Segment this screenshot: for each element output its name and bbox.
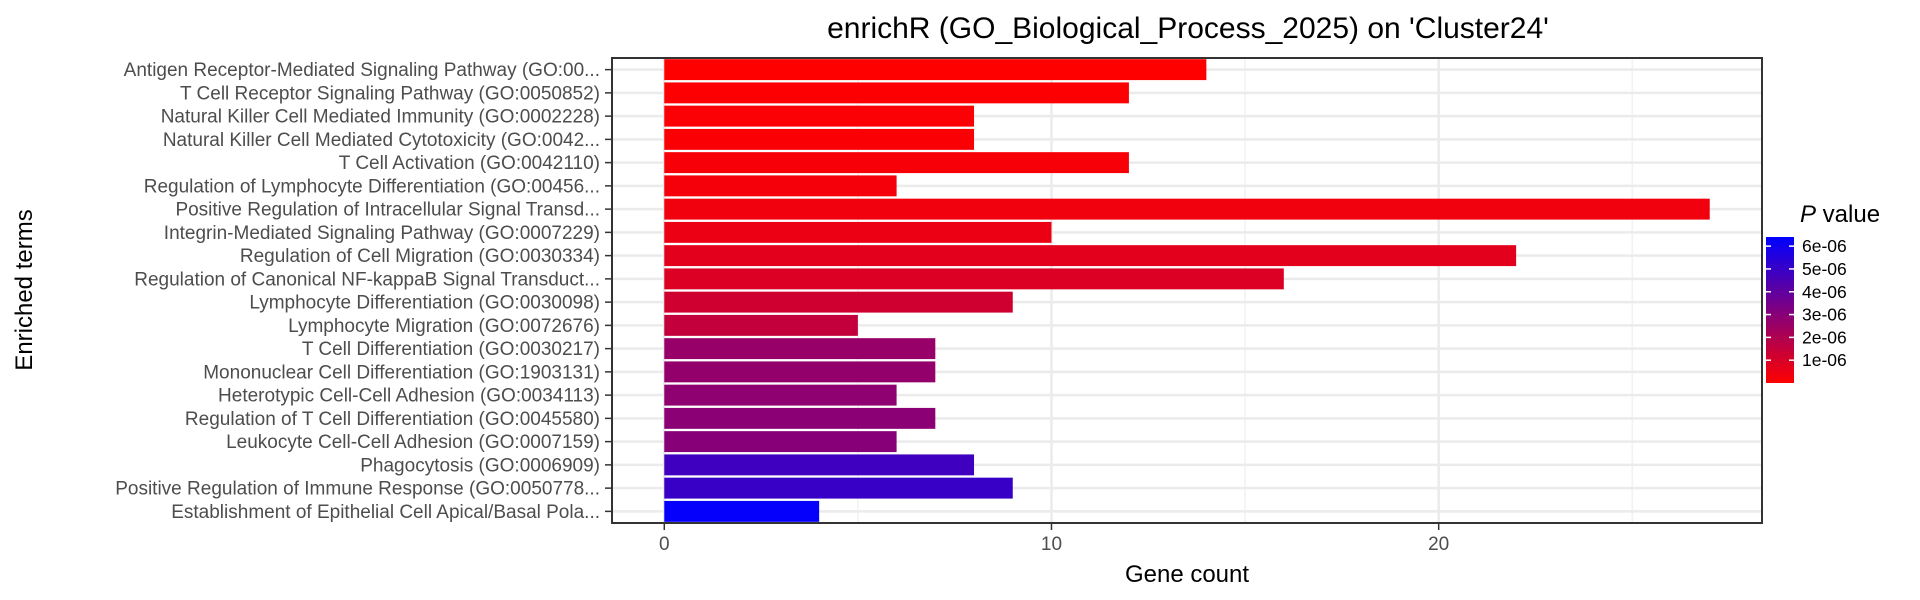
y-tick-label: Antigen Receptor-Mediated Signaling Path… xyxy=(124,60,600,81)
y-tick-labels: Antigen Receptor-Mediated Signaling Path… xyxy=(115,60,612,523)
legend-title: P value xyxy=(1800,201,1880,228)
y-axis-title: Enriched terms xyxy=(11,209,38,370)
bar xyxy=(664,291,1013,313)
bar xyxy=(664,338,936,360)
legend-tick-label: 4e-06 xyxy=(1802,282,1847,302)
bar xyxy=(664,407,936,429)
bar xyxy=(664,198,1710,220)
y-tick-label: Leukocyte Cell-Cell Adhesion (GO:0007159… xyxy=(226,432,600,453)
legend-colorbar xyxy=(1766,237,1794,383)
bar xyxy=(664,175,897,197)
bar xyxy=(664,477,1013,499)
legend-title-p: P xyxy=(1800,201,1816,228)
y-tick-label: Integrin-Mediated Signaling Pathway (GO:… xyxy=(164,223,600,244)
x-axis-title: Gene count xyxy=(1125,561,1249,588)
y-tick-label: Regulation of Cell Migration (GO:0030334… xyxy=(240,246,600,267)
x-tick-label: 0 xyxy=(659,534,670,555)
y-tick-label: Regulation of Lymphocyte Differentiation… xyxy=(144,176,600,197)
bar xyxy=(664,152,1129,174)
y-tick-label: Regulation of Canonical NF-kappaB Signal… xyxy=(134,269,600,290)
bar xyxy=(664,245,1517,267)
y-tick-label: Heterotypic Cell-Cell Adhesion (GO:00341… xyxy=(218,386,600,407)
y-tick-label: Phagocytosis (GO:0006909) xyxy=(360,455,600,476)
x-tick-label: 10 xyxy=(1041,534,1062,555)
legend-tick-label: 1e-06 xyxy=(1802,350,1847,370)
bar xyxy=(664,82,1129,104)
bar xyxy=(664,431,897,453)
bar xyxy=(664,384,897,406)
legend-tick-label: 3e-06 xyxy=(1802,305,1847,325)
legend-tick-label: 6e-06 xyxy=(1802,236,1847,256)
y-tick-label: T Cell Receptor Signaling Pathway (GO:00… xyxy=(180,83,600,104)
panel-border xyxy=(611,57,1763,524)
y-tick-label: Natural Killer Cell Mediated Immunity (G… xyxy=(161,107,600,128)
bar xyxy=(664,454,975,476)
bar xyxy=(664,314,858,336)
y-tick-label: T Cell Differentiation (GO:0030217) xyxy=(302,339,600,360)
y-tick-label: Establishment of Epithelial Cell Apical/… xyxy=(171,502,600,523)
bars xyxy=(664,59,1710,522)
legend-title-value: value xyxy=(1816,201,1880,228)
bar xyxy=(664,361,936,383)
bar xyxy=(664,500,820,522)
legend-tick-label: 2e-06 xyxy=(1802,327,1847,347)
bar xyxy=(664,268,1284,290)
y-tick-label: Positive Regulation of Intracellular Sig… xyxy=(175,200,600,221)
plot-panel xyxy=(611,57,1763,524)
bar xyxy=(664,105,975,127)
bar xyxy=(664,128,975,150)
panel-background xyxy=(612,58,1762,523)
y-tick-label: Regulation of T Cell Differentiation (GO… xyxy=(185,409,600,430)
y-tick-label: Mononuclear Cell Differentiation (GO:190… xyxy=(203,362,600,383)
bar xyxy=(664,221,1052,243)
y-tick-label: Positive Regulation of Immune Response (… xyxy=(115,479,600,500)
chart-title: enrichR (GO_Biological_Process_2025) on … xyxy=(827,12,1549,45)
y-tick-label: Lymphocyte Differentiation (GO:0030098) xyxy=(249,293,600,314)
y-tick-label: T Cell Activation (GO:0042110) xyxy=(339,153,600,174)
y-tick-label: Natural Killer Cell Mediated Cytotoxicit… xyxy=(163,130,600,151)
legend-tick-label: 5e-06 xyxy=(1802,259,1847,279)
x-axis: 0 10 20 xyxy=(659,523,1449,555)
bar xyxy=(664,59,1207,81)
x-tick-label: 20 xyxy=(1428,534,1449,555)
y-tick-label: Lymphocyte Migration (GO:0072676) xyxy=(288,316,600,337)
